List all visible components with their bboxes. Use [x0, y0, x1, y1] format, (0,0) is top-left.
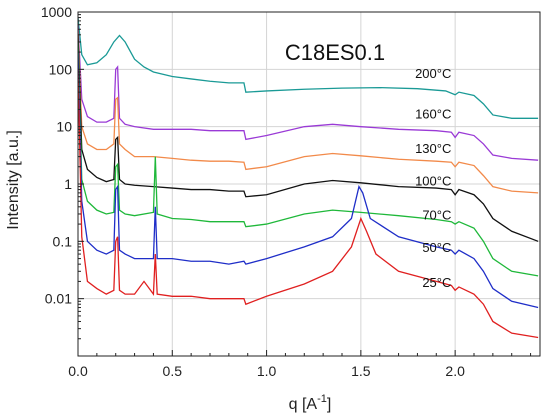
y-tick-label: 0.01	[45, 291, 72, 307]
series-label-0: 200°C	[415, 66, 451, 81]
x-axis-title-close: ]	[327, 396, 331, 413]
x-axis-title-main: q [A	[289, 396, 318, 413]
series-label-5: 50°C	[422, 240, 451, 255]
series-label-3: 100°C	[415, 173, 451, 188]
series-line-4	[78, 41, 539, 277]
x-tick-label: 1.5	[351, 363, 371, 379]
series-line-5	[78, 52, 539, 309]
series-label-2: 130°C	[415, 141, 451, 156]
y-tick-label: 1000	[41, 4, 72, 20]
y-tick-label: 0.1	[53, 233, 73, 249]
y-tick-label: 10	[56, 119, 72, 135]
series-line-1	[78, 24, 539, 161]
series-line-6	[78, 69, 539, 339]
x-tick-label: 1.0	[257, 363, 277, 379]
x-axis-title-sup: -1	[317, 393, 327, 405]
y-tick-label: 100	[49, 61, 73, 77]
y-tick-label: 1	[64, 176, 72, 192]
x-tick-label: 0.5	[163, 363, 183, 379]
y-axis-title: Intensity [a.u.]	[5, 130, 22, 230]
x-tick-label: 0.0	[68, 363, 88, 379]
series-labels: 200°C 160°C 130°C 100°C 70°C 50°C 25°C	[415, 66, 451, 290]
series-layer	[78, 17, 539, 339]
x-axis-title: q [A-1]	[289, 393, 332, 413]
x-tick-label: 2.0	[445, 363, 465, 379]
series-label-4: 70°C	[422, 208, 451, 223]
chart-title: C18ES0.1	[285, 40, 385, 65]
series-line-0	[78, 17, 539, 119]
series-line-3	[78, 34, 539, 242]
series-label-1: 160°C	[415, 106, 451, 121]
axis-ticks: 0.0 0.5 1.0 1.5 2.0 0.01 0.1 1 10 100 1000	[41, 4, 532, 379]
series-line-2	[78, 29, 539, 194]
series-label-6: 25°C	[422, 275, 451, 290]
